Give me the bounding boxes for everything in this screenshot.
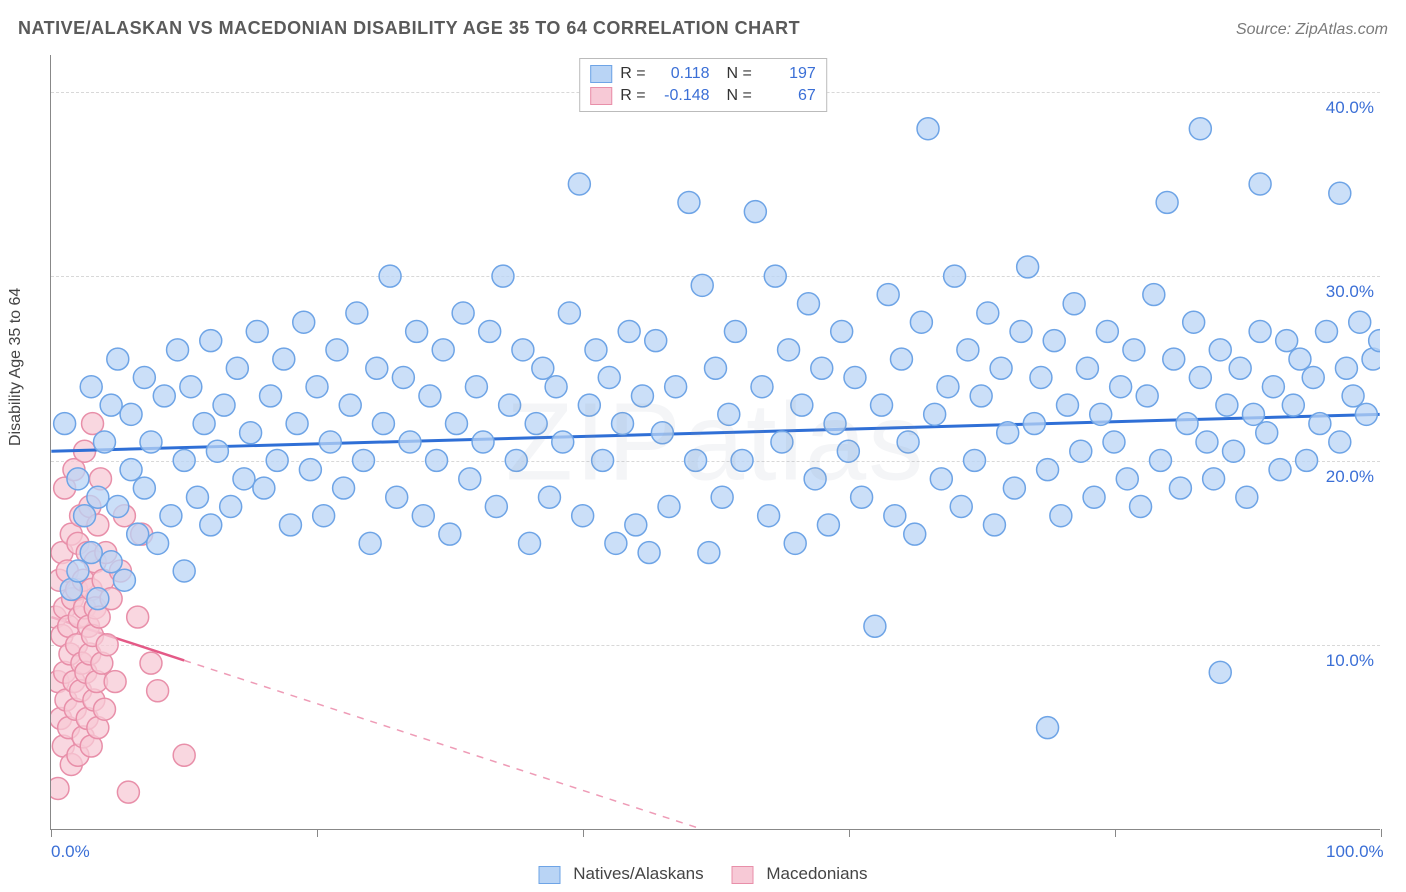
x-tick-label: 0.0% <box>51 842 90 862</box>
scatter-svg <box>51 55 1380 829</box>
x-tick <box>849 829 850 837</box>
legend-item-2: Macedonians <box>732 864 868 884</box>
x-tick <box>1115 829 1116 837</box>
legend-row-series1: R = 0.118 N = 197 <box>590 63 816 85</box>
legend-label-1: Natives/Alaskans <box>573 864 703 883</box>
series-legend: Natives/Alaskans Macedonians <box>539 864 868 884</box>
chart-title: NATIVE/ALASKAN VS MACEDONIAN DISABILITY … <box>18 18 800 39</box>
legend-n-label: N = <box>718 65 752 83</box>
chart-header: NATIVE/ALASKAN VS MACEDONIAN DISABILITY … <box>18 18 1388 39</box>
x-tick-label: 100.0% <box>1326 842 1384 862</box>
legend-row-series2: R = -0.148 N = 67 <box>590 85 816 107</box>
legend-label-2: Macedonians <box>766 864 867 883</box>
x-tick <box>1381 829 1382 837</box>
legend-swatch-1 <box>590 65 612 83</box>
legend-r-val-1: 0.118 <box>654 65 710 83</box>
legend-swatch-bottom-2 <box>732 866 754 884</box>
legend-n-val-1: 197 <box>760 65 816 83</box>
legend-swatch-2 <box>590 87 612 105</box>
y-axis-label: Disability Age 35 to 64 <box>7 288 25 446</box>
legend-item-1: Natives/Alaskans <box>539 864 704 884</box>
legend-r-label: R = <box>620 65 645 83</box>
chart-source: Source: ZipAtlas.com <box>1236 21 1388 39</box>
x-tick <box>317 829 318 837</box>
x-tick <box>583 829 584 837</box>
legend-n-label: N = <box>718 87 752 105</box>
legend-r-label: R = <box>620 87 645 105</box>
plot-area: ZIPatlas 10.0%20.0%30.0%40.0%0.0%100.0% <box>50 55 1380 830</box>
x-tick <box>51 829 52 837</box>
correlation-legend: R = 0.118 N = 197 R = -0.148 N = 67 <box>579 58 827 112</box>
legend-swatch-bottom-1 <box>539 866 561 884</box>
legend-n-val-2: 67 <box>760 87 816 105</box>
legend-r-val-2: -0.148 <box>654 87 710 105</box>
